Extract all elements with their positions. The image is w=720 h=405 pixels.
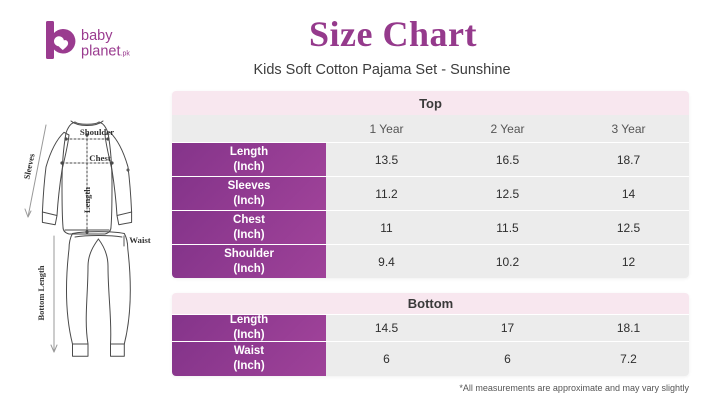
svg-text:Chest: Chest xyxy=(89,153,111,163)
svg-text:Length: Length xyxy=(82,187,92,213)
svg-text:Bottom Length: Bottom Length xyxy=(36,265,46,320)
svg-text:Waist: Waist xyxy=(129,235,151,245)
svg-text:Shoulder: Shoulder xyxy=(80,127,114,137)
svg-text:Sleeves: Sleeves xyxy=(21,152,36,180)
